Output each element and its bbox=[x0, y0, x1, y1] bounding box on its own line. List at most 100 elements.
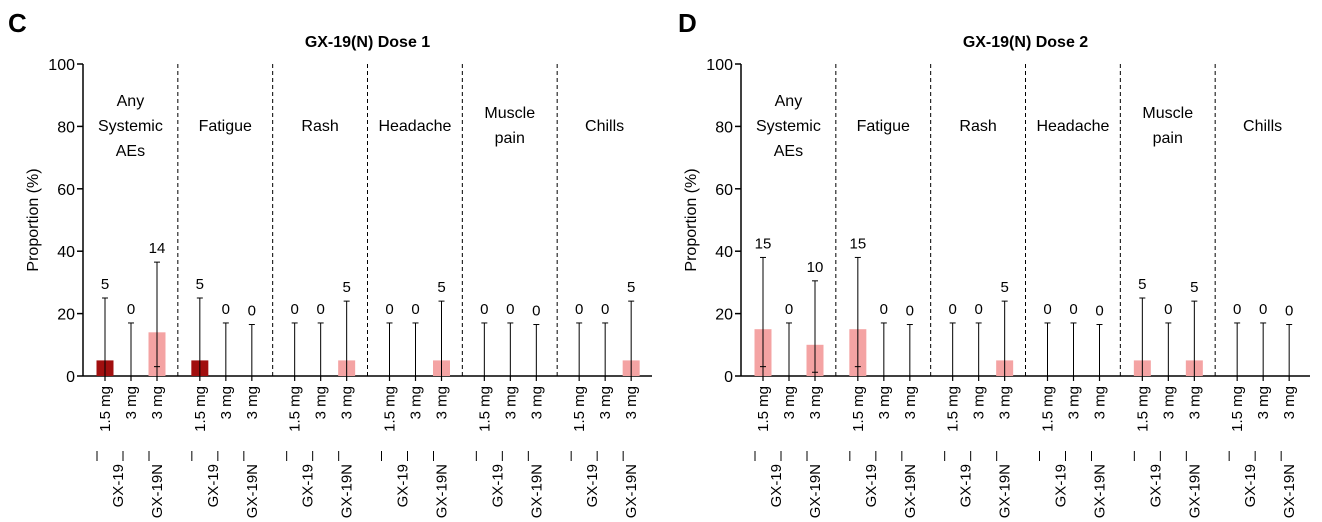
data-label: 0 bbox=[506, 301, 514, 318]
panel-letter: D bbox=[678, 8, 697, 38]
x-dose-label: 3 mg bbox=[597, 386, 614, 419]
data-label: 0 bbox=[316, 301, 324, 318]
data-label: 0 bbox=[411, 301, 419, 318]
data-label: 0 bbox=[1095, 303, 1103, 320]
x-dose-label: 1.5 mg bbox=[571, 386, 588, 432]
x-group-label: GX-19N bbox=[434, 464, 451, 518]
x-dose-label: 3 mg bbox=[997, 386, 1014, 419]
data-label: 5 bbox=[1000, 279, 1008, 296]
x-group-label: GX-19N bbox=[1186, 464, 1203, 518]
x-dose-label: 3 mg bbox=[902, 386, 919, 419]
y-tick-label: 60 bbox=[57, 182, 75, 199]
x-group-label: GX-19N bbox=[1281, 464, 1298, 518]
y-tick-label: 20 bbox=[57, 307, 75, 324]
chart-title: GX-19(N) Dose 2 bbox=[963, 34, 1088, 51]
category-label: Chills bbox=[585, 118, 624, 135]
x-group-label: GX-19 bbox=[110, 464, 127, 507]
y-tick-label: 40 bbox=[715, 244, 733, 261]
x-dose-label: 3 mg bbox=[528, 386, 545, 419]
data-label: 5 bbox=[342, 279, 350, 296]
x-group-label: GX-19 bbox=[395, 464, 412, 507]
category-label: Fatigue bbox=[857, 118, 910, 135]
x-group-label: GX-19 bbox=[1053, 464, 1070, 507]
x-group-label: GX-19N bbox=[339, 464, 356, 518]
category-label: Muscle pain bbox=[484, 105, 535, 147]
x-dose-label: 1.5 mg bbox=[97, 386, 114, 432]
data-label: 0 bbox=[248, 303, 256, 320]
x-group-label: GX-19 bbox=[1147, 464, 1164, 507]
data-label: 0 bbox=[785, 301, 793, 318]
category-label: Fatigue bbox=[199, 118, 252, 135]
x-group-label: GX-19 bbox=[768, 464, 785, 507]
x-dose-label: 3 mg bbox=[1186, 386, 1203, 419]
data-label: 0 bbox=[974, 301, 982, 318]
x-dose-label: 3 mg bbox=[781, 386, 798, 419]
data-label: 0 bbox=[127, 301, 135, 318]
x-group-label: GX-19N bbox=[902, 464, 919, 518]
y-tick-label: 80 bbox=[57, 119, 75, 136]
x-dose-label: 3 mg bbox=[123, 386, 140, 419]
data-label: 10 bbox=[807, 259, 824, 276]
category-label: Any Systemic AEs bbox=[756, 93, 821, 160]
x-group-label: GX-19 bbox=[584, 464, 601, 507]
data-label: 0 bbox=[948, 301, 956, 318]
x-dose-label: 3 mg bbox=[502, 386, 519, 419]
y-tick-label: 80 bbox=[715, 119, 733, 136]
data-label: 5 bbox=[196, 276, 204, 293]
data-label: 15 bbox=[849, 235, 866, 252]
x-dose-label: 3 mg bbox=[1066, 386, 1083, 419]
x-dose-label: 1.5 mg bbox=[945, 386, 962, 432]
x-dose-label: 1.5 mg bbox=[476, 386, 493, 432]
x-dose-label: 3 mg bbox=[1092, 386, 1109, 419]
x-dose-label: 3 mg bbox=[623, 386, 640, 419]
category-label: Headache bbox=[1036, 118, 1109, 135]
data-label: 0 bbox=[880, 301, 888, 318]
data-label: 15 bbox=[755, 235, 772, 252]
y-tick-label: 0 bbox=[66, 369, 75, 386]
data-label: 14 bbox=[149, 240, 166, 257]
data-label: 0 bbox=[575, 301, 583, 318]
category-label: Chills bbox=[1243, 118, 1282, 135]
x-dose-label: 3 mg bbox=[434, 386, 451, 419]
data-label: 0 bbox=[480, 301, 488, 318]
x-dose-label: 3 mg bbox=[149, 386, 166, 419]
y-axis-title: Proportion (%) bbox=[683, 168, 700, 271]
x-group-label: GX-19N bbox=[1092, 464, 1109, 518]
data-label: 0 bbox=[601, 301, 609, 318]
x-dose-label: 1.5 mg bbox=[382, 386, 399, 432]
x-dose-label: 3 mg bbox=[218, 386, 235, 419]
panel-letter: C bbox=[8, 8, 27, 38]
x-dose-label: 3 mg bbox=[339, 386, 356, 419]
x-group-label: GX-19 bbox=[300, 464, 317, 507]
data-label: 0 bbox=[906, 303, 914, 320]
x-dose-label: 3 mg bbox=[313, 386, 330, 419]
x-dose-label: 1.5 mg bbox=[192, 386, 209, 432]
x-group-label: GX-19N bbox=[149, 464, 166, 518]
data-label: 0 bbox=[1233, 301, 1241, 318]
x-dose-label: 3 mg bbox=[244, 386, 261, 419]
data-label: 5 bbox=[437, 279, 445, 296]
data-label: 0 bbox=[1259, 301, 1267, 318]
x-group-label: GX-19N bbox=[997, 464, 1014, 518]
x-dose-label: 3 mg bbox=[971, 386, 988, 419]
category-label: Rash bbox=[301, 118, 338, 135]
x-group-label: GX-19N bbox=[244, 464, 261, 518]
data-label: 0 bbox=[385, 301, 393, 318]
y-tick-label: 0 bbox=[724, 369, 733, 386]
data-label: 0 bbox=[1164, 301, 1172, 318]
y-tick-label: 40 bbox=[57, 244, 75, 261]
x-dose-label: 1.5 mg bbox=[1134, 386, 1151, 432]
x-group-label: GX-19 bbox=[1242, 464, 1259, 507]
x-dose-label: 1.5 mg bbox=[755, 386, 772, 432]
x-dose-label: 1.5 mg bbox=[1040, 386, 1057, 432]
x-group-label: GX-19N bbox=[623, 464, 640, 518]
x-dose-label: 3 mg bbox=[1281, 386, 1298, 419]
y-tick-label: 60 bbox=[715, 182, 733, 199]
category-label: Headache bbox=[378, 118, 451, 135]
category-label: Any Systemic AEs bbox=[98, 93, 163, 160]
data-label: 0 bbox=[1069, 301, 1077, 318]
x-dose-label: 3 mg bbox=[807, 386, 824, 419]
x-dose-label: 1.5 mg bbox=[1229, 386, 1246, 432]
data-label: 5 bbox=[101, 276, 109, 293]
data-label: 5 bbox=[627, 279, 635, 296]
